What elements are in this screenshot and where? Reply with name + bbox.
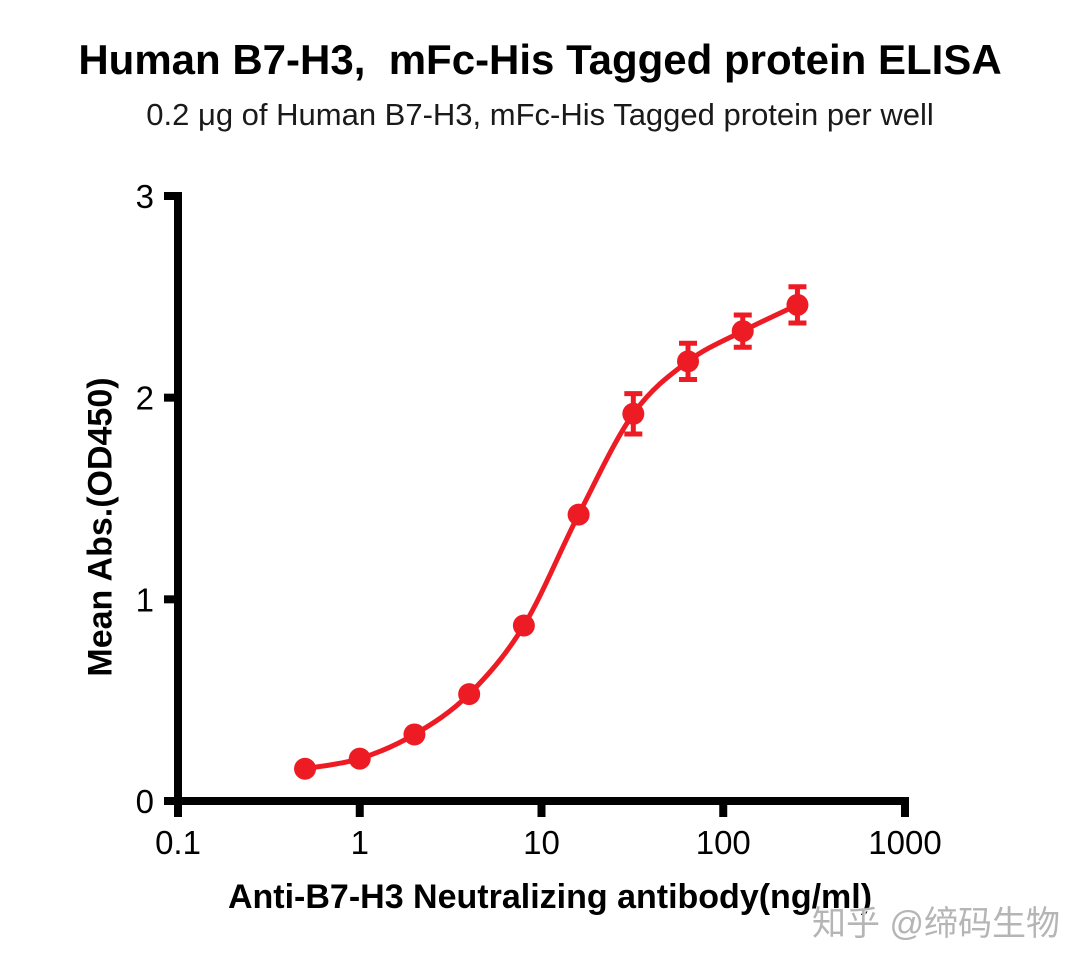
chart-subtitle: 0.2 μg of Human B7-H3, mFc-His Tagged pr… [146,97,934,132]
x-tick-label: 1000 [868,824,941,861]
x-axis-label: Anti-B7-H3 Neutralizing antibody(ng/ml) [227,878,873,916]
chart-title: Human B7-H3, mFc-His Tagged protein ELIS… [78,36,1002,83]
data-point-marker [731,320,754,343]
y-tick-label: 1 [136,581,154,618]
data-point-marker [786,293,809,316]
x-tick-label: 10 [523,824,560,861]
data-point-marker [677,350,700,373]
data-point-marker [458,683,481,706]
data-point-marker [403,723,426,746]
data-point-marker [512,614,535,637]
y-tick-label: 2 [136,380,154,417]
watermark-text: 知乎 @缔码生物 [812,905,1060,943]
x-tick-label: 0.1 [155,824,201,861]
data-point-marker [348,747,371,770]
data-point-marker [567,503,590,526]
data-point-marker [294,757,317,780]
x-tick-label: 1 [351,824,369,861]
y-tick-label: 3 [136,178,154,215]
data-point-marker [622,402,645,425]
x-tick-label: 100 [696,824,751,861]
dose-response-curve [302,302,800,772]
y-tick-label: 0 [136,783,154,820]
